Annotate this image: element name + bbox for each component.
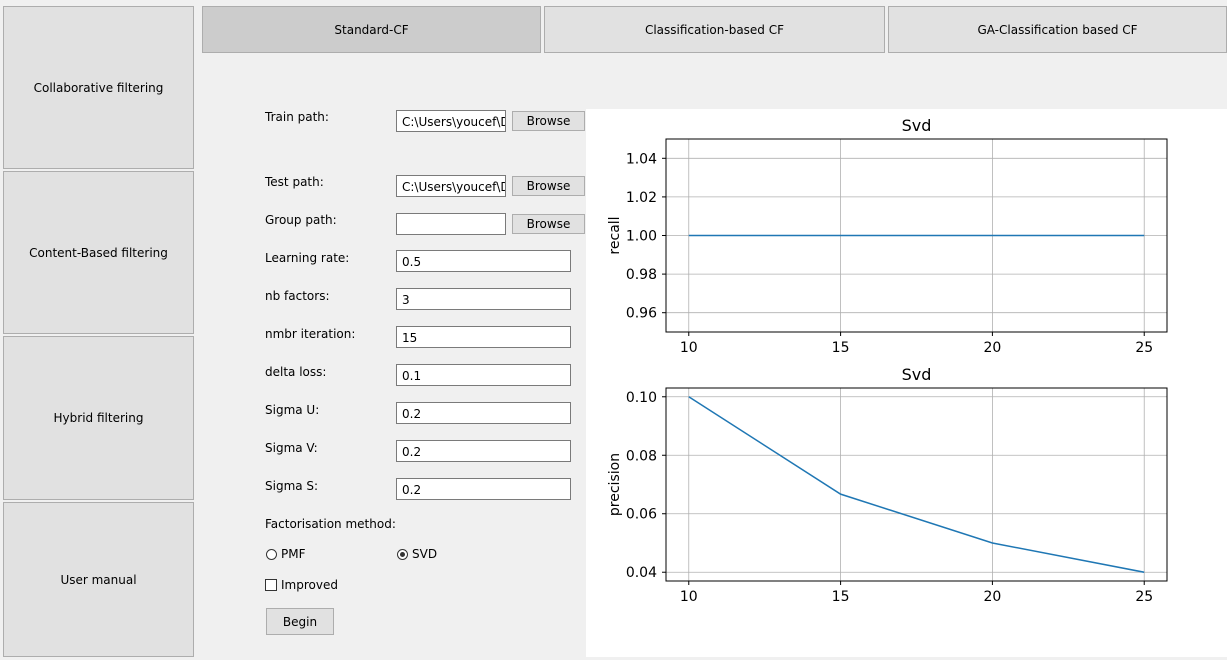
sigma-v-field[interactable]: 0.2 bbox=[396, 440, 571, 462]
y-tick-label: 1.04 bbox=[626, 151, 657, 167]
sigma-u-field[interactable]: 0.2 bbox=[396, 402, 571, 424]
test-browse-button[interactable]: Browse bbox=[512, 176, 585, 196]
chart-title: Svd bbox=[902, 365, 932, 384]
nb-factors-label: nb factors: bbox=[265, 289, 330, 303]
y-tick-label: 0.10 bbox=[626, 390, 657, 406]
x-tick-label: 25 bbox=[1135, 340, 1153, 356]
plot-area: 10 15 20 25 0.96 0.98 1.00 1.02 1.04 Svd recall 10 1… bbox=[586, 109, 1227, 657]
train-path-field[interactable]: C:\Users\youcef\De bbox=[396, 110, 506, 132]
sigma-v-label: Sigma V: bbox=[265, 441, 318, 455]
nav-user-manual[interactable]: User manual bbox=[3, 502, 194, 657]
delta-loss-label: delta loss: bbox=[265, 365, 327, 379]
y-tick-label: 1.02 bbox=[626, 190, 657, 206]
tab-label: GA-Classification based CF bbox=[977, 22, 1138, 37]
nav-label: Hybrid filtering bbox=[53, 411, 144, 425]
x-tick-label: 20 bbox=[983, 340, 1001, 356]
begin-button[interactable]: Begin bbox=[266, 608, 334, 635]
group-path-label: Group path: bbox=[265, 213, 337, 227]
tab-standard-cf[interactable]: Standard-CF bbox=[202, 6, 541, 53]
sigma-s-field[interactable]: 0.2 bbox=[396, 478, 571, 500]
x-tick-label: 10 bbox=[680, 340, 698, 356]
charts-svg: 10 15 20 25 0.96 0.98 1.00 1.02 1.04 Svd recall 10 1… bbox=[607, 116, 1168, 605]
svd-radio-label: SVD bbox=[412, 547, 438, 561]
svd-radio[interactable] bbox=[397, 549, 408, 560]
nav-label: User manual bbox=[60, 572, 137, 587]
train-path-label: Train path: bbox=[265, 110, 329, 124]
tab-label: Standard-CF bbox=[334, 22, 409, 37]
improved-checkbox[interactable] bbox=[265, 579, 277, 591]
delta-loss-field[interactable]: 0.1 bbox=[396, 364, 571, 386]
learning-rate-field[interactable]: 0.5 bbox=[396, 250, 571, 272]
tab-classification-based-cf[interactable]: Classification-based CF bbox=[544, 6, 885, 53]
y-tick-label: 0.08 bbox=[626, 448, 657, 464]
nb-factors-field[interactable]: 3 bbox=[396, 288, 571, 310]
nav-label: Collaborative filtering bbox=[33, 80, 164, 95]
improved-checkbox-label: Improved bbox=[281, 578, 338, 592]
test-path-field[interactable]: C:\Users\youcef\De bbox=[396, 175, 506, 197]
y-tick-label: 0.98 bbox=[626, 267, 657, 283]
nav-collaborative-filtering[interactable]: Collaborative filtering bbox=[3, 6, 194, 169]
x-tick-label: 15 bbox=[832, 589, 850, 605]
group-browse-button[interactable]: Browse bbox=[512, 214, 585, 234]
tab-label: Classification-based CF bbox=[644, 22, 785, 37]
pmf-radio[interactable] bbox=[266, 549, 277, 560]
y-tick-label: 1.00 bbox=[626, 229, 657, 245]
factorisation-method-label: Factorisation method: bbox=[265, 517, 396, 531]
tab-ga-classification-based-cf[interactable]: GA-Classification based CF bbox=[888, 6, 1227, 53]
y-axis-label: recall bbox=[607, 216, 623, 254]
pmf-radio-label: PMF bbox=[281, 547, 306, 561]
y-tick-label: 0.06 bbox=[626, 507, 657, 523]
series-line bbox=[688, 396, 1145, 573]
learning-rate-label: Learning rate: bbox=[265, 251, 350, 265]
x-tick-label: 20 bbox=[983, 589, 1001, 605]
group-path-field[interactable] bbox=[396, 213, 506, 235]
y-tick-label: 0.04 bbox=[626, 565, 657, 581]
nmbr-iteration-field[interactable]: 15 bbox=[396, 326, 571, 348]
y-tick-label: 0.96 bbox=[626, 306, 657, 322]
test-path-label: Test path: bbox=[265, 175, 324, 189]
nav-label: Content-Based filtering bbox=[29, 245, 168, 260]
x-tick-label: 25 bbox=[1135, 589, 1153, 605]
train-browse-button[interactable]: Browse bbox=[512, 111, 585, 131]
sigma-u-label: Sigma U: bbox=[265, 403, 320, 417]
nav-hybrid-filtering[interactable]: Hybrid filtering bbox=[3, 336, 194, 500]
y-axis-label: precision bbox=[607, 453, 623, 516]
x-tick-label: 10 bbox=[680, 589, 698, 605]
axes-frame bbox=[665, 387, 1168, 582]
nmbr-iteration-label: nmbr iteration: bbox=[265, 327, 356, 341]
chart-title: Svd bbox=[902, 116, 932, 135]
nav-content-based-filtering[interactable]: Content-Based filtering bbox=[3, 171, 194, 334]
x-tick-label: 15 bbox=[832, 340, 850, 356]
sigma-s-label: Sigma S: bbox=[265, 479, 319, 493]
